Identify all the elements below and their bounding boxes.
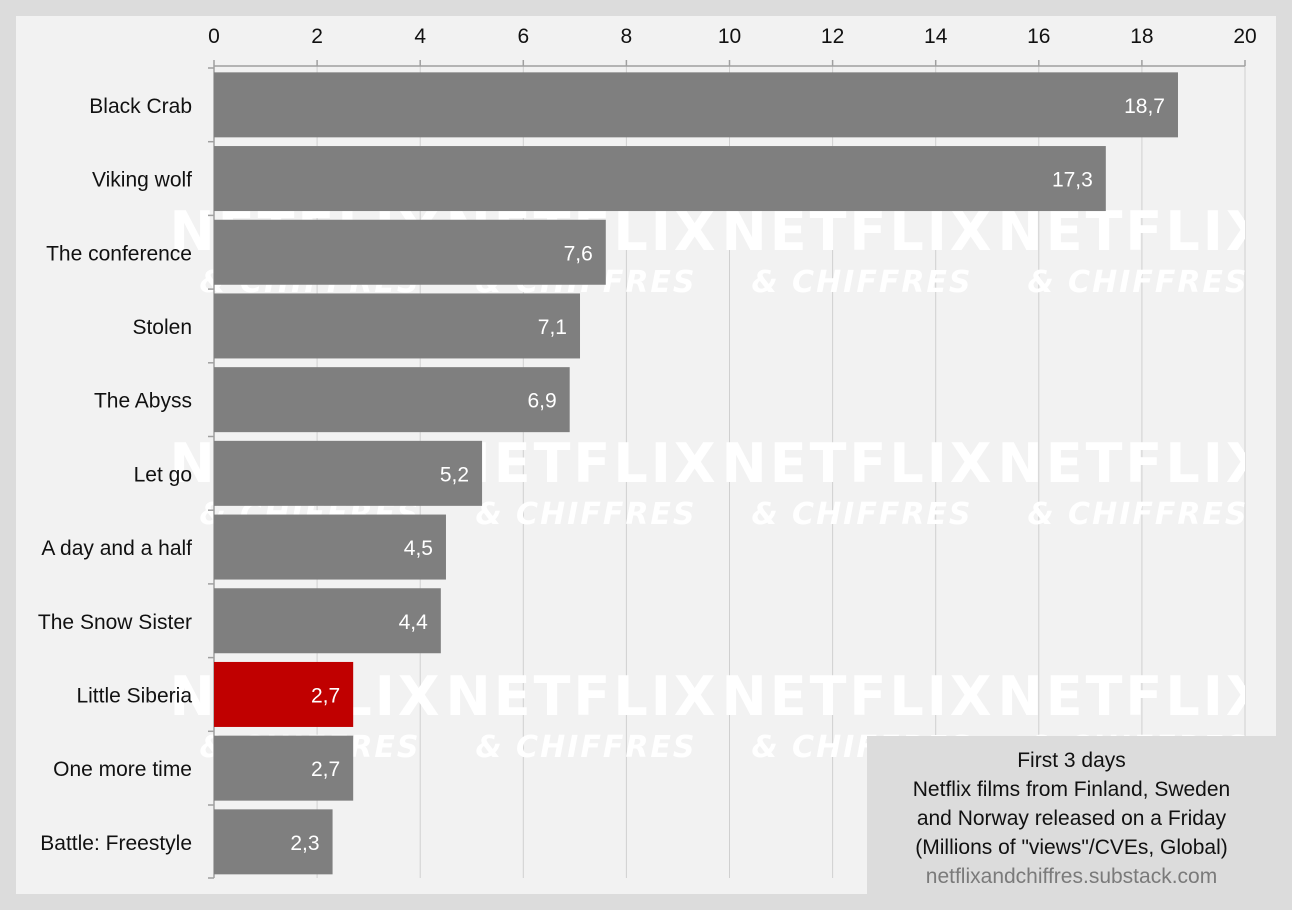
info-line-countries: Netflix films from Finland, Sweden (912, 778, 1231, 801)
watermark-text-netflix: NETFLIX (446, 432, 719, 495)
x-tick-label: 14 (924, 25, 948, 48)
watermark-text-netflix: NETFLIX (722, 432, 995, 495)
category-label: Little Siberia (76, 684, 192, 707)
watermark-text-chiffres: & CHIFFRES (1027, 497, 1248, 532)
x-tick-label: 12 (821, 25, 844, 48)
watermark-text-chiffres: & CHIFFRES (751, 265, 972, 300)
bar-value-label: 7,6 (564, 242, 593, 265)
bar-value-label: 4,4 (399, 611, 429, 634)
info-box: First 3 days Netflix films from Finland,… (867, 736, 1276, 894)
category-label: Black Crab (89, 95, 192, 118)
x-tick-label: 4 (414, 25, 426, 48)
bar-value-label: 4,5 (404, 537, 433, 560)
bars: 18,7 17,3 7,6 7,1 6,9 5,2 4,5 4,4 2,7 2,7 2,3 (214, 72, 1178, 875)
bar (214, 293, 581, 359)
category-label: The conference (46, 242, 192, 265)
watermark-text-chiffres: & CHIFFRES (751, 497, 972, 532)
bar-value-label: 6,9 (527, 390, 556, 413)
category-label: One more time (53, 758, 192, 781)
bar-value-label: 2,7 (311, 684, 340, 707)
category-label: Stolen (132, 316, 192, 339)
bar-value-label: 5,2 (440, 463, 469, 486)
bar (214, 146, 1106, 212)
category-label: The Snow Sister (38, 611, 192, 634)
bar (214, 735, 354, 801)
bar-value-label: 17,3 (1052, 169, 1093, 192)
bar (214, 219, 606, 285)
bar (214, 588, 441, 654)
watermark-text-chiffres: & CHIFFRES (475, 497, 696, 532)
source-link[interactable]: netflixandchiffres.substack.com (925, 865, 1218, 888)
bar (214, 809, 333, 875)
bar-value-label: 2,3 (290, 832, 319, 855)
watermark-text-netflix: NETFLIX (998, 665, 1271, 728)
category-label: The Abyss (94, 390, 192, 413)
category-label: Let go (134, 463, 192, 486)
bar (214, 514, 446, 580)
category-label: Battle: Freestyle (40, 832, 192, 855)
x-tick-label: 2 (311, 25, 323, 48)
bar (214, 367, 570, 433)
info-line-release: and Norway released on a Friday (916, 807, 1227, 830)
bar-value-label: 18,7 (1124, 95, 1165, 118)
bar (214, 440, 483, 506)
x-tick-label: 10 (718, 25, 741, 48)
category-labels: Black Crab Viking wolf The conference Stole… (38, 67, 214, 879)
bar-value-label: 7,1 (538, 316, 567, 339)
info-line-days: First 3 days (1017, 749, 1126, 772)
bar (214, 661, 354, 727)
category-label: A day and a half (41, 537, 192, 560)
x-tick-label: 6 (517, 25, 529, 48)
x-tick-label: 0 (208, 25, 220, 48)
watermark-text-chiffres: & CHIFFRES (475, 730, 696, 765)
x-tick-label: 18 (1130, 25, 1153, 48)
x-tick-label: 20 (1233, 25, 1256, 48)
watermark-text-netflix: NETFLIX (998, 432, 1271, 495)
x-tick-label: 8 (621, 25, 633, 48)
bar-value-label: 2,7 (311, 758, 340, 781)
x-tick-label: 16 (1027, 25, 1050, 48)
watermark-text-chiffres: & CHIFFRES (1027, 265, 1248, 300)
info-line-units: (Millions of "views"/CVEs, Global) (915, 836, 1228, 859)
bar (214, 72, 1178, 138)
watermark-text-netflix: NETFLIX (722, 665, 995, 728)
watermark-text-netflix: NETFLIX (446, 665, 719, 728)
category-label: Viking wolf (92, 169, 192, 192)
